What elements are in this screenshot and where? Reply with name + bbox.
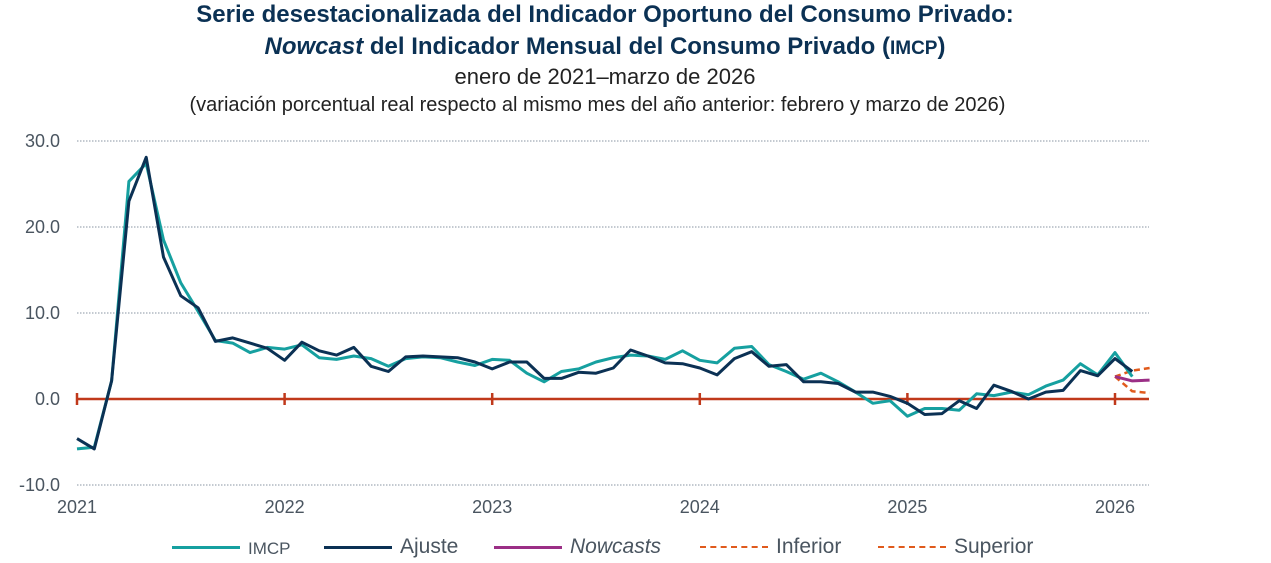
series-line-inferior [1114,375,1150,395]
chart-title-line2: Nowcast del Indicador Mensual del Consum… [0,33,1210,63]
x-tick-label: 2024 [680,497,720,517]
y-tick-label: 30.0 [25,131,60,151]
chart-subtitle: enero de 2021–marzo de 2026 [454,64,756,89]
y-tick-label: 10.0 [25,303,60,323]
series-line-ajuste [76,155,1134,451]
series-line-imcp [76,161,1134,451]
legend-label-ajuste: Ajuste [400,535,459,558]
legend-swatch-imcp [172,545,240,549]
legend-item-imcp: IMCP [172,533,291,561]
legend-swatch-ajuste [324,545,392,549]
chart-title-line1: Serie desestacionalizada del Indicador O… [196,1,1014,28]
x-tick-label: 2025 [887,497,927,517]
legend-label-imcp: IMCP [248,539,291,558]
legend-label-inferior: Inferior [776,535,842,558]
title-line2-text: del Indicador Mensual del Consumo Privad… [363,33,890,60]
y-tick-label: -10.0 [19,475,60,495]
legend-swatch-superior [878,546,946,548]
x-axis-ticks: 2021 2022 2023 2024 2025 2026 [57,497,1135,517]
series-line-nowcasts [1114,375,1150,383]
y-tick-label: 20.0 [25,217,60,237]
y-tick-label: 0.0 [35,389,60,409]
x-tick-label: 2021 [57,497,97,517]
legend-swatch-inferior [700,546,768,548]
legend-swatch-nowcasts [494,545,562,549]
chart-note: (variación porcentual real respecto al m… [189,94,1006,116]
x-tick-label: 2026 [1095,497,1135,517]
gridlines [77,140,1149,486]
legend-label-superior: Superior [954,535,1034,558]
legend-label-nowcasts: Nowcasts [570,535,662,558]
title-abbr: IMCP [889,38,938,59]
legend-item-ajuste: Ajuste [324,533,458,561]
y-axis-ticks: 30.0 20.0 10.0 0.0 -10.0 [19,131,60,495]
x-tick-label: 2023 [472,497,512,517]
legend-item-superior: Superior [878,533,1033,561]
title-close-paren: ) [937,33,946,60]
legend: IMCP Ajuste Nowcasts Inferior Superior [0,533,1271,563]
x-tick-label: 2022 [265,497,305,517]
series-lines [76,155,1150,451]
legend-item-nowcasts: Nowcasts [494,533,661,561]
title-nowcast-word: Nowcast [264,33,364,60]
legend-item-inferior: Inferior [700,533,841,561]
